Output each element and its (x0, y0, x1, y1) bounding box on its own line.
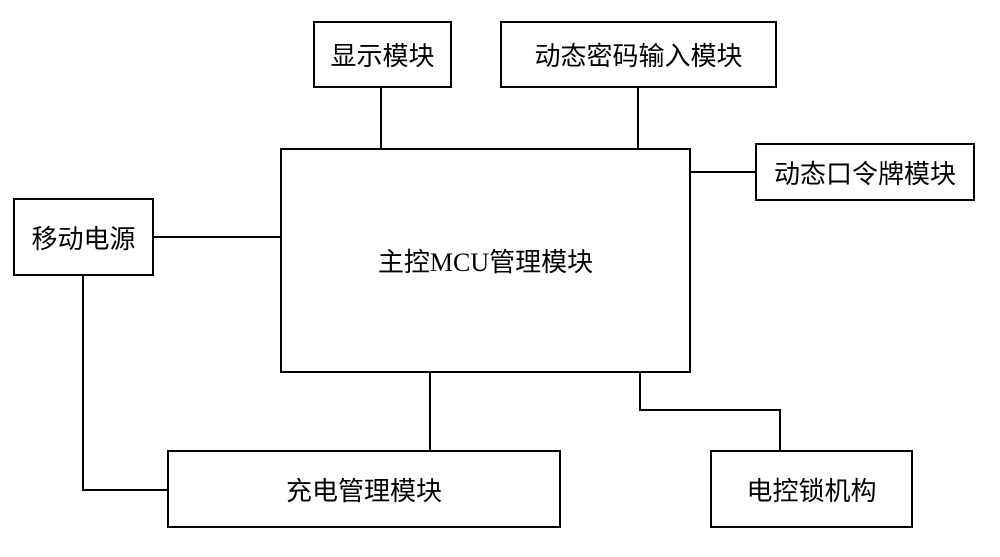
node-label: 动态密码输入模块 (534, 36, 742, 73)
diagram-canvas: 显示模块 动态密码输入模块 动态口令牌模块 主控MCU管理模块 移动电源 充电管… (0, 0, 1000, 557)
node-label: 主控MCU管理模块 (378, 242, 593, 279)
node-label: 显示模块 (330, 36, 434, 73)
node-label: 移动电源 (31, 219, 135, 256)
node-display-module: 显示模块 (313, 21, 452, 88)
node-label: 电控锁机构 (746, 471, 876, 508)
node-dynamic-password-input: 动态密码输入模块 (500, 21, 777, 88)
node-mcu: 主控MCU管理模块 (280, 148, 691, 373)
node-dynamic-token: 动态口令牌模块 (755, 143, 975, 201)
node-label: 动态口令牌模块 (774, 154, 956, 191)
node-charge-mgmt: 充电管理模块 (167, 450, 561, 528)
node-elec-lock: 电控锁机构 (710, 450, 913, 528)
node-mobile-power: 移动电源 (13, 198, 154, 276)
node-label: 充电管理模块 (286, 471, 442, 508)
